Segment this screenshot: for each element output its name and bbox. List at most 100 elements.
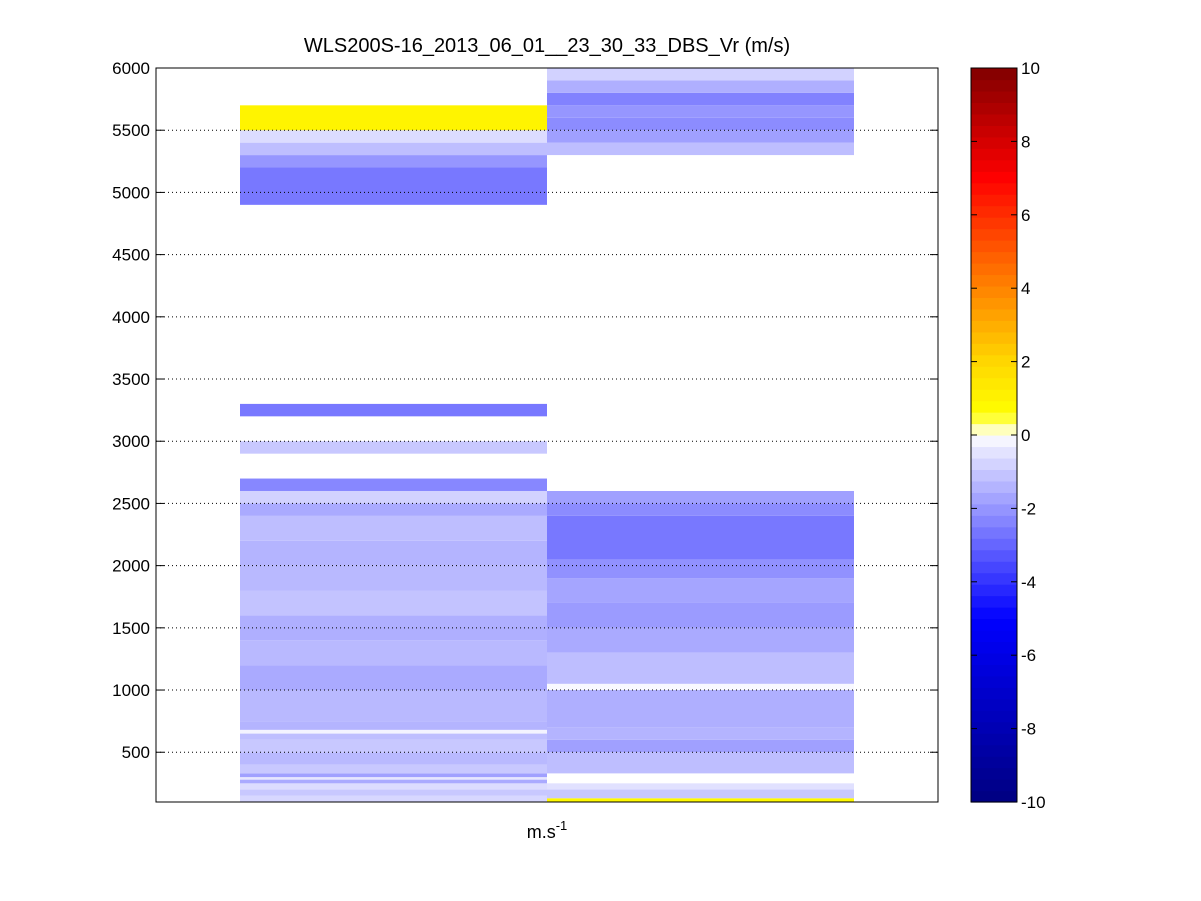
- colorbar-cell: [971, 652, 1017, 665]
- heatmap-cell: [547, 690, 854, 728]
- colorbar-cell: [971, 148, 1017, 161]
- y-tick-label: 4500: [112, 246, 150, 265]
- heatmap-cell: [240, 752, 547, 765]
- y-tick-label: 1000: [112, 681, 150, 700]
- heatmap-cells: [240, 68, 854, 802]
- colorbar-cell: [971, 446, 1017, 459]
- heatmap-cell: [240, 615, 547, 641]
- colorbar-cell: [971, 400, 1017, 413]
- heatmap-cell: [240, 789, 547, 796]
- colorbar-cell: [971, 538, 1017, 551]
- heatmap-cell: [240, 777, 547, 780]
- colorbar-cell: [971, 618, 1017, 631]
- heatmap-cell: [240, 490, 547, 504]
- colorbar-cell: [971, 641, 1017, 654]
- y-axis: 500 1000 1500 2000 2500 3000 3500 4000 4500 5000 5…: [112, 59, 938, 762]
- y-tick-label: 2500: [112, 494, 150, 513]
- colorbar-tick-label: 8: [1021, 132, 1030, 151]
- heatmap-cell: [240, 665, 547, 691]
- x-axis-label: m.s-1: [527, 818, 568, 842]
- colorbar-cell: [971, 79, 1017, 92]
- heatmap-cell: [547, 739, 854, 753]
- colorbar-cell: [971, 721, 1017, 734]
- heatmap-cell: [240, 142, 547, 156]
- heatmap-cell: [547, 652, 854, 684]
- colorbar-ticks: 10 8 6 4 2 0 -2 -4 -6 -8 -10: [971, 59, 1046, 812]
- heatmap-cell: [547, 727, 854, 740]
- colorbar-cell: [971, 595, 1017, 608]
- colorbar-tick-label: -10: [1021, 793, 1046, 812]
- colorbar-cell: [971, 412, 1017, 425]
- colorbar-cell: [971, 159, 1017, 172]
- heatmap-cell: [547, 92, 854, 106]
- heatmap-cell: [240, 779, 547, 784]
- colorbar-cell: [971, 320, 1017, 333]
- x-axis-label-base: m.s: [527, 822, 556, 842]
- y-tick-label: 1500: [112, 619, 150, 638]
- heatmap-cell: [240, 565, 547, 591]
- colorbar-cell: [971, 90, 1017, 104]
- heatmap-cell: [240, 764, 547, 774]
- heatmap-cell: [547, 130, 854, 143]
- heatmap-cell: [240, 640, 547, 666]
- colorbar-cell: [971, 584, 1017, 597]
- heatmap-cell: [547, 142, 854, 156]
- colorbar-cell: [971, 240, 1017, 253]
- colorbar-cell: [971, 194, 1017, 207]
- colorbar-cell: [971, 182, 1017, 195]
- y-tick-label: 500: [122, 743, 150, 762]
- colorbar-tick-label: 2: [1021, 353, 1030, 372]
- colorbar-cell: [971, 698, 1017, 711]
- colorbar-cell: [971, 205, 1017, 218]
- heatmap-cell: [547, 117, 854, 131]
- colorbar-tick-label: -8: [1021, 720, 1036, 739]
- heatmap-cell: [547, 752, 854, 774]
- colorbar-cell: [971, 389, 1017, 402]
- plot-frame: [155, 67, 939, 803]
- colorbar-cell: [971, 435, 1017, 448]
- heatmap-cell: [240, 739, 547, 753]
- colorbar-cell: [971, 756, 1017, 769]
- heatmap-cell: [547, 798, 854, 802]
- colorbar-cell: [971, 629, 1017, 643]
- colorbar-tick-label: 6: [1021, 206, 1030, 225]
- colorbar-cell: [971, 607, 1017, 620]
- colorbar-cell: [971, 297, 1017, 310]
- heatmap-cell: [240, 590, 547, 616]
- colorbar-tick-label: -4: [1021, 573, 1036, 592]
- y-tick-label: 5500: [112, 121, 150, 140]
- colorbar-cell: [971, 102, 1017, 115]
- colorbar-cell: [971, 457, 1017, 471]
- heatmap-cell: [240, 540, 547, 566]
- colorbar-cell: [971, 228, 1017, 241]
- colorbar-cell: [971, 561, 1017, 574]
- colorbar-cell: [971, 171, 1017, 184]
- colorbar: 10 8 6 4 2 0 -2 -4 -6 -8 -10: [970, 59, 1046, 812]
- plot-area: 500 1000 1500 2000 2500 3000 3500 4000 4500 5000 5…: [112, 59, 939, 803]
- heatmap-cell: [547, 80, 854, 93]
- colorbar-cell: [971, 251, 1017, 264]
- heatmap-cell: [547, 783, 854, 790]
- heatmap-cell: [240, 515, 547, 541]
- heatmap-cell: [547, 683, 854, 691]
- colorbar-cell: [971, 664, 1017, 677]
- heatmap-cell: [240, 167, 547, 205]
- colorbar-cell: [971, 423, 1017, 436]
- heatmap-cell: [240, 795, 547, 802]
- colorbar-tick-label: 10: [1021, 59, 1040, 78]
- heatmap-cell: [240, 773, 547, 778]
- y-tick-label: 3000: [112, 432, 150, 451]
- colorbar-cell: [971, 710, 1017, 723]
- y-tick-label: 4000: [112, 308, 150, 327]
- colorbar-cell: [971, 790, 1017, 803]
- y-tick-label: 3500: [112, 370, 150, 389]
- heatmap-cell: [240, 105, 547, 131]
- colorbar-cell: [971, 480, 1017, 493]
- heatmap-cell: [240, 783, 547, 790]
- colorbar-cell: [971, 217, 1017, 230]
- colorbar-cell: [971, 343, 1017, 356]
- colorbar-cell: [971, 377, 1017, 390]
- heatmap-cell: [547, 68, 854, 81]
- colorbar-cell: [971, 779, 1017, 792]
